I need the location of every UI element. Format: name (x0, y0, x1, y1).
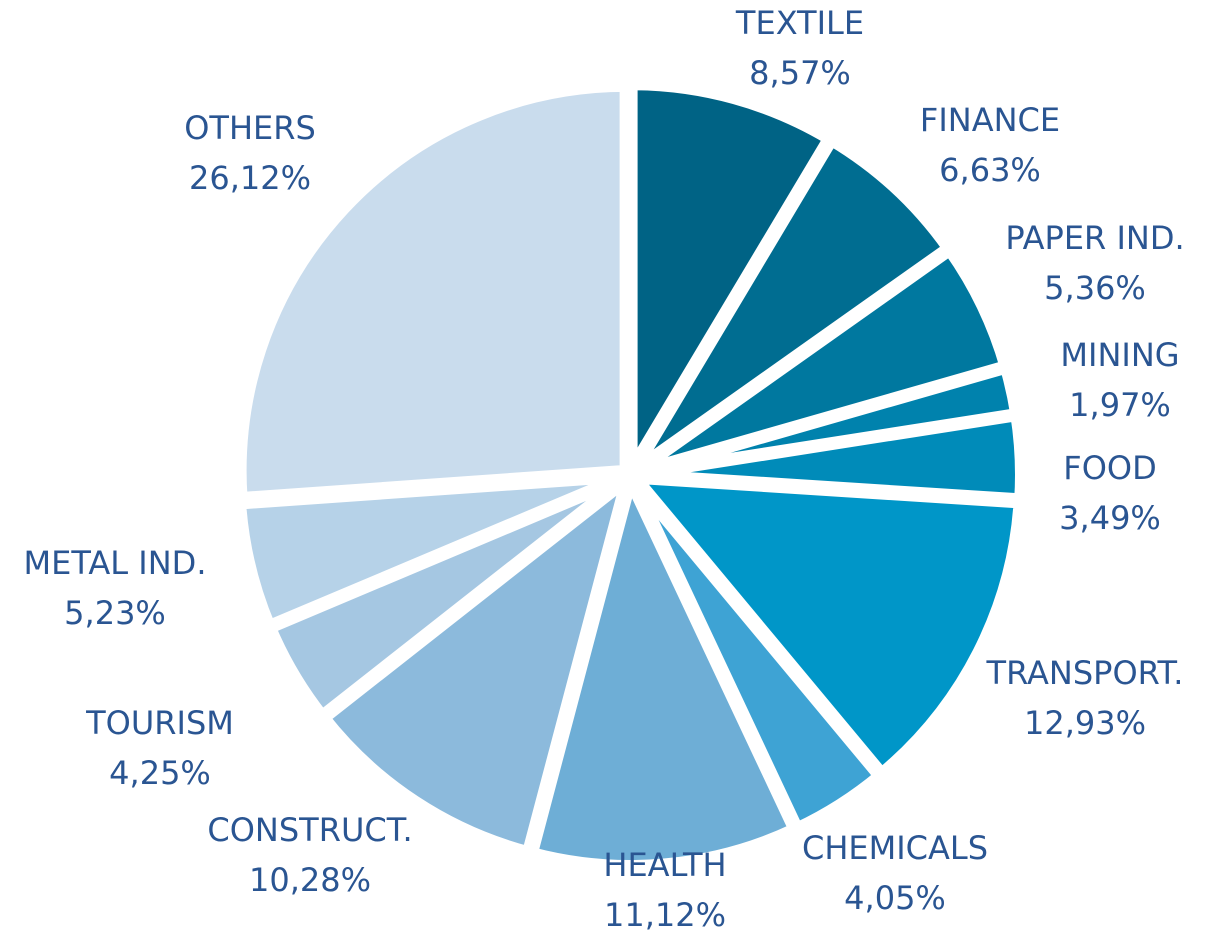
slice-value-label: 3,49% (1059, 499, 1161, 537)
slice-value-label: 5,36% (1044, 269, 1146, 307)
pie-slice (524, 463, 803, 872)
pie-slice (315, 464, 638, 860)
slice-value-label: 10,28% (249, 861, 371, 899)
slice-value-label: 11,12% (604, 896, 726, 934)
slice-label: CHEMICALS (802, 829, 988, 867)
slice-value-label: 4,25% (109, 754, 211, 792)
slice-value-label: 4,05% (844, 879, 946, 917)
slice-value-label: 6,63% (939, 151, 1041, 189)
slice-label: TOURISM (85, 704, 234, 742)
pie-slice (628, 131, 957, 476)
slice-label: METAL IND. (24, 544, 207, 582)
slice-value-label: 26,12% (189, 159, 311, 197)
slice-value-label: 12,93% (1024, 704, 1146, 742)
slice-label: PAPER IND. (1005, 219, 1184, 257)
slice-label: MINING (1060, 336, 1179, 374)
slice-value-label: 1,97% (1069, 386, 1171, 424)
pie-slice (234, 79, 632, 505)
slice-label: FOOD (1063, 449, 1156, 487)
slice-value-label: 5,23% (64, 594, 166, 632)
pie-slice (621, 470, 1026, 783)
slice-label: FINANCE (920, 101, 1060, 139)
slice-label: TEXTILE (735, 4, 864, 42)
slice-label: TRANSPORT. (986, 654, 1184, 692)
pie-slice (625, 78, 838, 491)
slice-value-label: 8,57% (749, 54, 851, 92)
slice-label: OTHERS (184, 109, 316, 147)
slice-label: CONSTRUCT. (207, 811, 412, 849)
slice-label: HEALTH (603, 846, 726, 884)
